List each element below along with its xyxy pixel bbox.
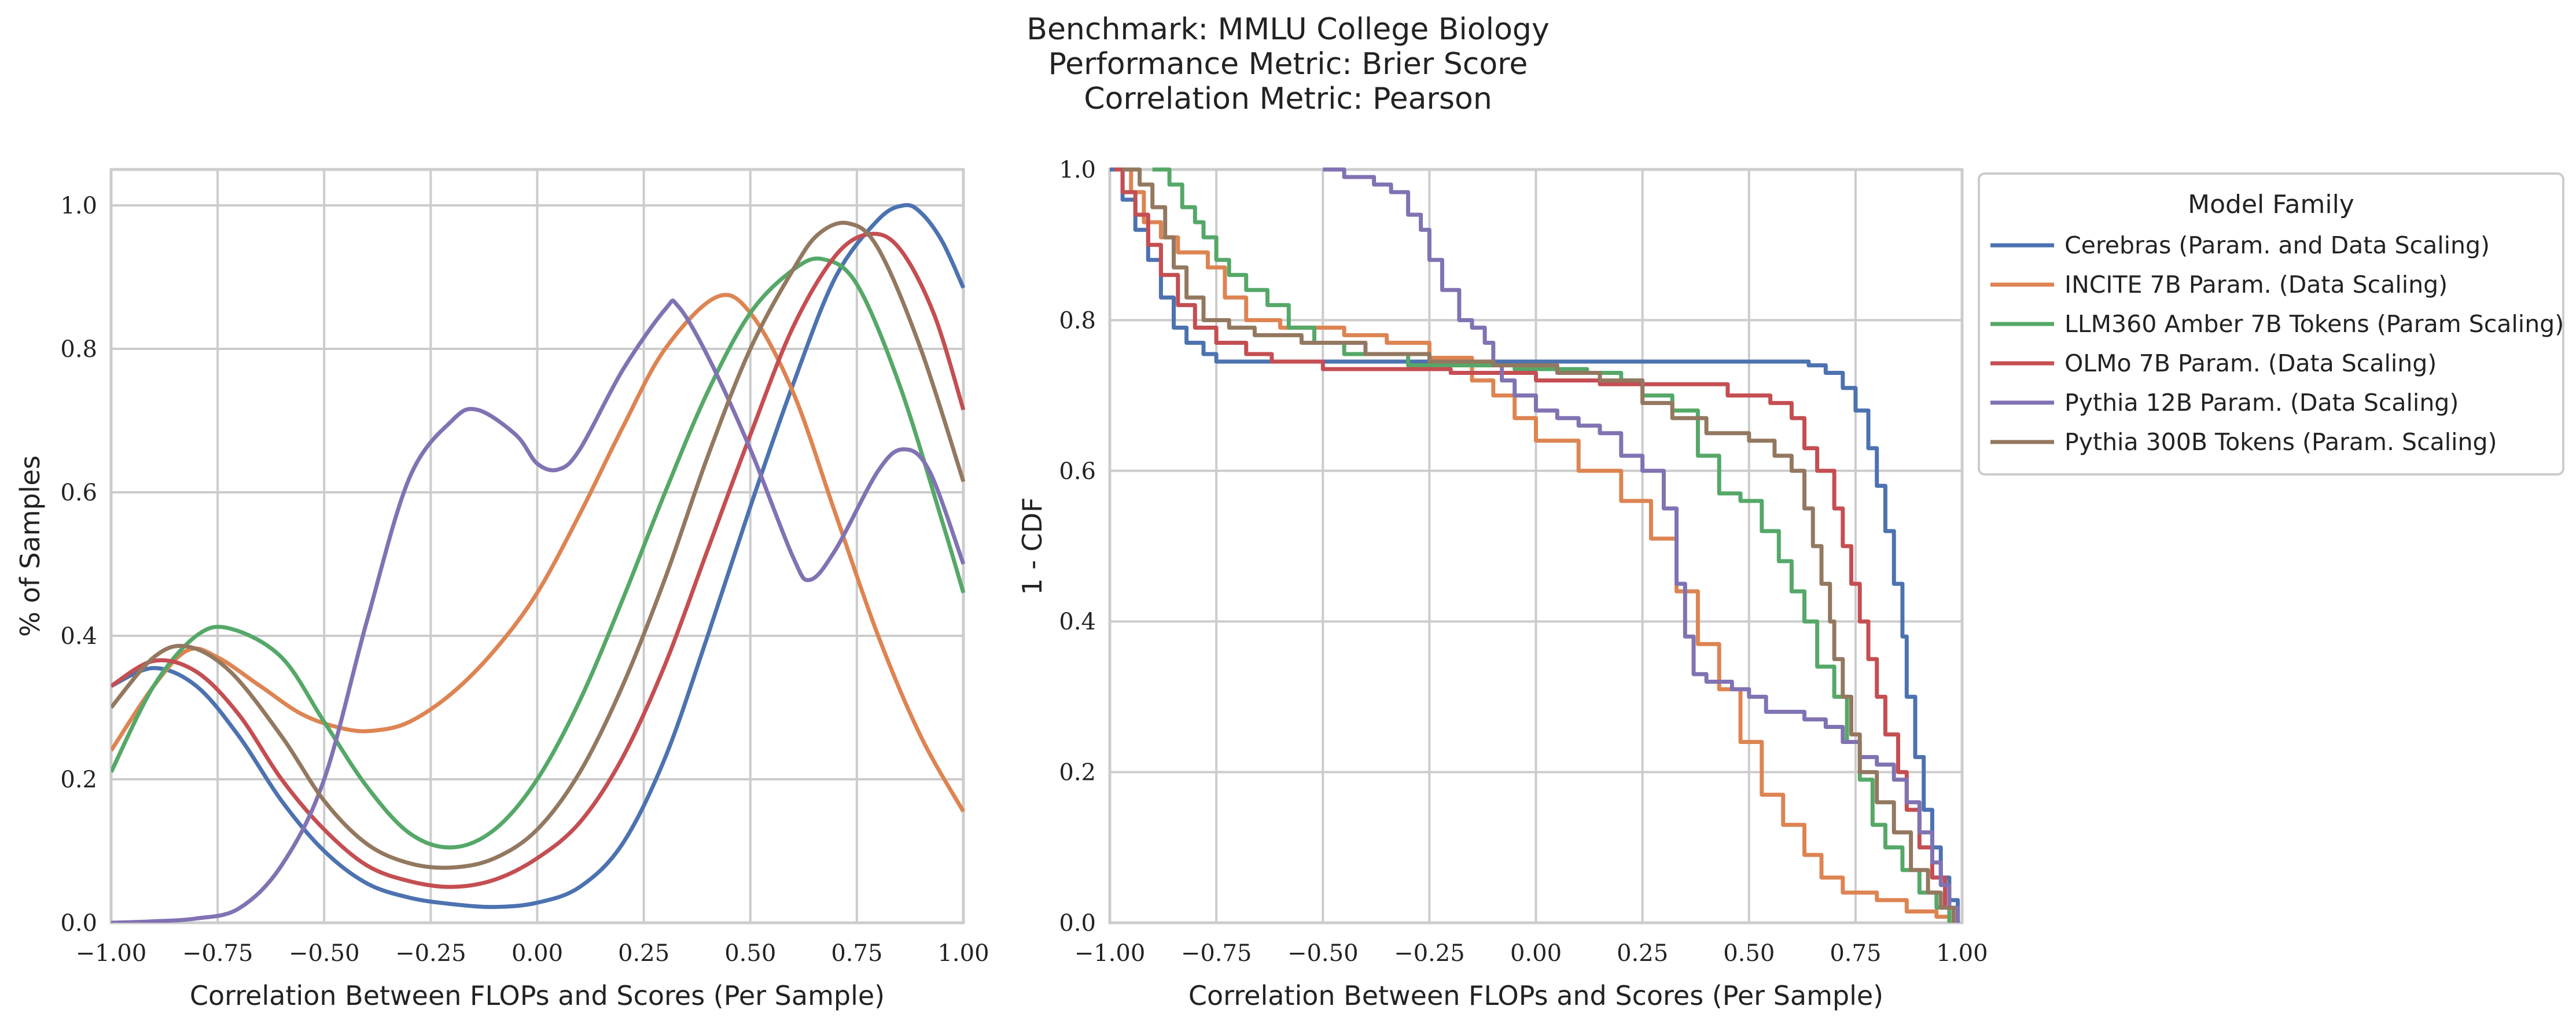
y-tick-label: 0.0 xyxy=(1059,910,1096,937)
y-axis-label: 1 - CDF xyxy=(1017,497,1048,595)
y-tick-label: 0.6 xyxy=(60,480,97,506)
x-tick-label: 0.25 xyxy=(1617,940,1668,967)
legend-label: OLMo 7B Param. (Data Scaling) xyxy=(2065,349,2437,377)
figure-title: Benchmark: MMLU College Biology Performa… xyxy=(1026,12,1549,116)
x-tick-label: −0.75 xyxy=(182,940,253,967)
legend-label: Pythia 300B Tokens (Param. Scaling) xyxy=(2065,428,2497,456)
figure-title-line-2: Performance Metric: Brier Score xyxy=(1048,47,1528,82)
y-tick-label: 0.4 xyxy=(60,623,97,650)
series-lines xyxy=(111,203,966,923)
x-tick-label: 0.50 xyxy=(1723,940,1775,967)
y-axis-label: % of Samples xyxy=(14,455,46,637)
series-line-2 xyxy=(1114,167,1952,923)
series-line-5 xyxy=(1323,167,1960,923)
x-tick-label: 1.00 xyxy=(937,940,989,967)
legend-title: Model Family xyxy=(2188,190,2354,219)
x-axis-label: Correlation Between FLOPs and Scores (Pe… xyxy=(1188,980,1883,1011)
y-tick-label: 0.2 xyxy=(1059,760,1096,786)
x-tick-labels: −1.00 −0.75 −0.50 −0.25 0.00 0.25 0.50 0.75 1.00 xyxy=(1074,940,1988,967)
x-tick-label: −0.75 xyxy=(1181,940,1252,967)
series-line-1 xyxy=(1110,167,1960,923)
x-tick-labels: −1.00 −0.75 −0.50 −0.25 0.00 0.25 0.50 0.75 1.00 xyxy=(76,940,989,967)
series-line-4 xyxy=(111,231,966,889)
series-line-6 xyxy=(111,220,966,870)
series-line-4 xyxy=(1114,167,1960,923)
x-tick-label: 0.00 xyxy=(1510,940,1562,967)
x-tick-label: 0.25 xyxy=(618,940,669,967)
y-tick-label: 0.0 xyxy=(60,910,97,937)
y-tick-label: 0.2 xyxy=(60,767,97,793)
x-axis-label: Correlation Between FLOPs and Scores (Pe… xyxy=(190,980,885,1011)
y-tick-label: 0.6 xyxy=(1059,458,1096,485)
legend-item: LLM360 Amber 7B Tokens (Param Scaling) xyxy=(1990,310,2564,338)
plot-frame xyxy=(109,168,965,924)
series-line-6 xyxy=(1123,167,1956,923)
x-tick-label: 0.50 xyxy=(724,940,776,967)
figure-title-line-1: Benchmark: MMLU College Biology xyxy=(1026,12,1549,47)
plot-frame xyxy=(1108,168,1964,924)
figure-title-line-3: Correlation Metric: Pearson xyxy=(1084,82,1492,116)
series-lines xyxy=(1110,167,1960,923)
legend-item: INCITE 7B Param. (Data Scaling) xyxy=(1990,271,2448,299)
x-tick-label: −1.00 xyxy=(76,940,147,967)
y-tick-labels: 0.0 0.2 0.4 0.6 0.8 1.0 xyxy=(60,193,97,937)
x-tick-label: 0.75 xyxy=(1830,940,1881,967)
y-tick-label: 1.0 xyxy=(1059,157,1096,183)
x-tick-label: 1.00 xyxy=(1936,940,1988,967)
legend-label: Pythia 12B Param. (Data Scaling) xyxy=(2065,389,2459,417)
legend-label: Cerebras (Param. and Data Scaling) xyxy=(2065,231,2490,259)
x-tick-label: −1.00 xyxy=(1074,940,1146,967)
y-tick-label: 0.8 xyxy=(60,336,97,363)
y-tick-label: 1.0 xyxy=(60,193,97,219)
kde-panel: −1.00 −0.75 −0.50 −0.25 0.00 0.25 0.50 0.75 1.00… xyxy=(14,168,989,1011)
y-tick-labels: 0.0 0.2 0.4 0.6 0.8 1.0 xyxy=(1059,157,1096,937)
x-tick-label: −0.25 xyxy=(395,940,466,967)
legend-frame xyxy=(1978,172,2564,476)
legend-item: Pythia 12B Param. (Data Scaling) xyxy=(1990,389,2459,417)
survival-panel: −1.00 −0.75 −0.50 −0.25 0.00 0.25 0.50 0.75 1.00… xyxy=(1017,157,1988,1011)
series-line-5 xyxy=(111,299,966,923)
x-tick-label: −0.50 xyxy=(289,940,360,967)
x-tick-label: −0.25 xyxy=(1394,940,1465,967)
y-tick-label: 0.4 xyxy=(1059,609,1096,635)
y-tick-label: 0.8 xyxy=(1059,307,1096,334)
legend-label: INCITE 7B Param. (Data Scaling) xyxy=(2065,271,2448,299)
legend: Model Family Cerebras (Param. and Data Sc… xyxy=(1978,172,2564,476)
legend-item: Pythia 300B Tokens (Param. Scaling) xyxy=(1990,428,2497,456)
series-line-3 xyxy=(111,256,966,850)
x-tick-label: 0.75 xyxy=(831,940,882,967)
legend-item: OLMo 7B Param. (Data Scaling) xyxy=(1990,349,2437,377)
series-line-2 xyxy=(111,293,966,813)
x-tick-label: −0.50 xyxy=(1287,940,1359,967)
legend-item: Cerebras (Param. and Data Scaling) xyxy=(1990,231,2490,259)
legend-label: LLM360 Amber 7B Tokens (Param Scaling) xyxy=(2065,310,2564,338)
x-tick-label: 0.00 xyxy=(511,940,563,967)
